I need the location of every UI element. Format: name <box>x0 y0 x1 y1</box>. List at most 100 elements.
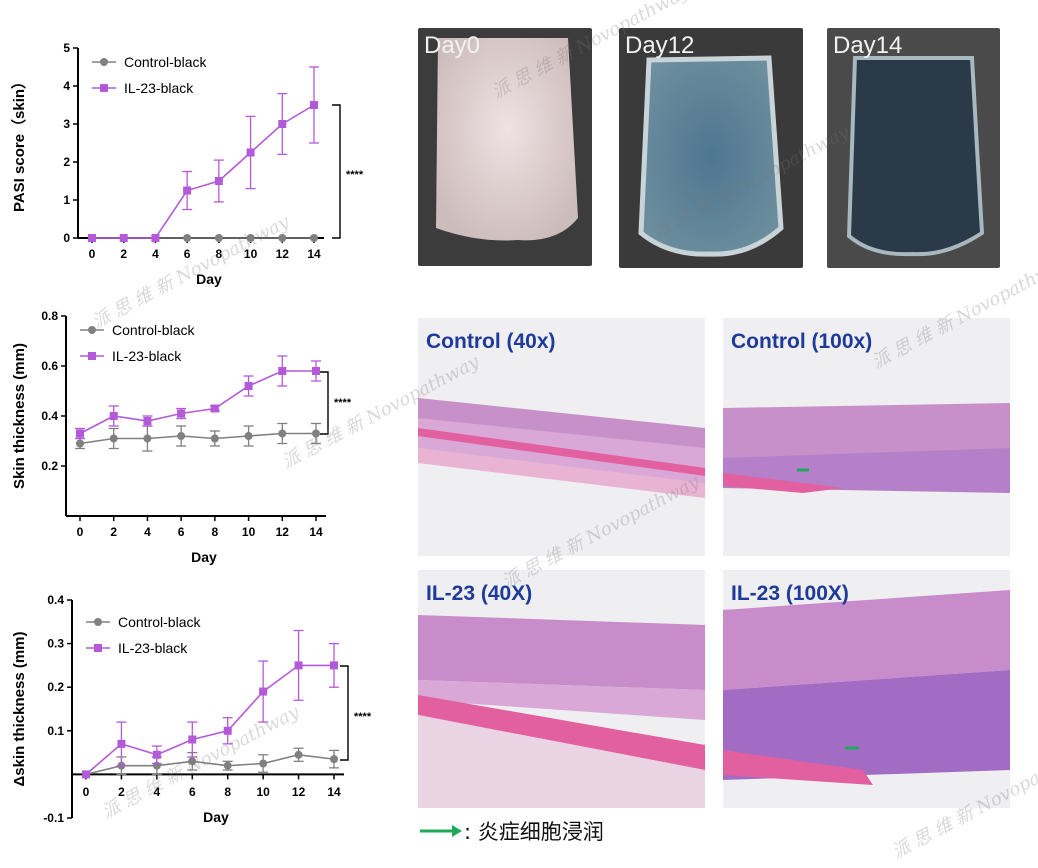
data-point <box>214 177 223 185</box>
data-point <box>143 417 152 425</box>
y-tick-label: 0.6 <box>41 359 58 373</box>
histology-control-40x: Control (40x) <box>418 318 705 556</box>
legend-label: Control-black <box>118 614 201 630</box>
y-axis-label: Skin thickness (mm) <box>11 343 28 489</box>
data-point <box>259 759 268 768</box>
x-axis-label: Day <box>203 809 229 825</box>
legend-label: Control-black <box>112 322 195 338</box>
y-tick-label: 0 <box>63 231 70 245</box>
x-axis-label: Day <box>196 271 222 287</box>
legend-marker <box>100 84 108 92</box>
y-axis-label: PASI score（skin） <box>10 74 28 212</box>
significance-label: **** <box>346 169 364 181</box>
data-point <box>188 735 197 744</box>
data-point <box>244 432 253 440</box>
data-point <box>88 234 96 242</box>
legend-label: IL-23-black <box>124 80 194 96</box>
data-point <box>119 234 128 242</box>
photo-day12: Day12 <box>619 28 803 268</box>
x-tick-label: 8 <box>216 247 223 261</box>
data-point <box>152 750 161 759</box>
x-tick-label: 12 <box>276 525 290 539</box>
data-point <box>223 761 232 770</box>
data-point <box>117 739 126 748</box>
series-line <box>85 753 335 776</box>
x-tick-label: 12 <box>276 247 290 261</box>
x-tick-label: 14 <box>307 247 321 261</box>
data-point <box>183 234 192 242</box>
tissue-section <box>723 590 1010 785</box>
x-tick-label: 10 <box>256 785 270 799</box>
x-tick-label: 8 <box>224 785 231 799</box>
x-tick-label: 2 <box>120 247 127 261</box>
histology-label: Control (100x) <box>731 330 873 353</box>
significance-bracket <box>340 665 349 761</box>
x-tick-label: 4 <box>144 525 151 539</box>
photo-label: Day12 <box>625 32 695 59</box>
data-point <box>259 687 268 696</box>
x-tick-label: 4 <box>152 247 159 261</box>
photo-day14: Day14 <box>827 28 1000 268</box>
legend-label: Control-black <box>124 54 207 70</box>
x-tick-label: 0 <box>89 247 96 261</box>
x-tick-label: 0 <box>83 785 90 799</box>
data-point <box>246 234 255 242</box>
x-tick-label: 14 <box>309 525 323 539</box>
data-point <box>188 757 197 766</box>
y-tick-label: 1 <box>63 193 70 207</box>
tissue-section <box>723 403 1010 493</box>
data-point <box>294 661 303 670</box>
photo-day0: Day0 <box>418 28 592 266</box>
x-tick-label: 2 <box>118 785 125 799</box>
legend-marker <box>94 644 102 652</box>
x-tick-label: 2 <box>110 525 117 539</box>
legend-label: IL-23-black <box>112 348 182 364</box>
x-tick-label: 8 <box>212 525 219 539</box>
data-point <box>294 750 303 759</box>
y-axis-label: Δskin thickness (mm) <box>11 632 28 787</box>
y-tick-label: 5 <box>63 41 70 55</box>
y-tick-label: 0.8 <box>41 309 58 323</box>
data-point <box>278 429 287 438</box>
data-point <box>183 186 192 195</box>
data-point <box>214 234 223 242</box>
arrow-legend-text: : 炎症细胞浸润 <box>464 820 604 844</box>
y-tick-label: 2 <box>63 155 70 169</box>
skin-patch-day12 <box>638 55 784 257</box>
legend-marker <box>88 352 96 360</box>
skin-thickness-chart: 0.2 0.4 0.6 0.8 0 2 4 6 8 10 12 14 Day Skin thickness… <box>11 309 352 565</box>
data-point <box>109 434 118 443</box>
y-tick-label: 3 <box>63 117 70 131</box>
y-tick-label: 0.3 <box>47 637 64 651</box>
histology-label: Control (40x) <box>426 330 556 353</box>
histology-label: IL-23 (100X) <box>731 582 849 605</box>
x-tick-label: 10 <box>242 525 256 539</box>
data-point <box>330 755 338 764</box>
x-tick-label: 0 <box>77 525 84 539</box>
data-point <box>210 434 219 443</box>
y-tick-label: 0.2 <box>41 459 58 473</box>
data-point <box>177 409 186 418</box>
data-point <box>76 429 84 438</box>
x-tick-label: 6 <box>178 525 185 539</box>
x-tick-label: 10 <box>244 247 258 261</box>
data-point <box>76 439 84 448</box>
x-tick-label: 6 <box>189 785 196 799</box>
legend-marker <box>88 326 96 334</box>
photo-label: Day0 <box>424 32 481 59</box>
y-tick-label: 0.4 <box>47 593 64 607</box>
data-point <box>312 367 320 375</box>
x-axis-label: Day <box>191 549 217 565</box>
histology-il23-100x: IL-23 (100X) <box>723 570 1010 808</box>
y-tick-label: 0.2 <box>47 680 64 694</box>
series-line <box>92 104 315 239</box>
x-tick-label: 12 <box>292 785 306 799</box>
skin-patch-day0 <box>436 38 578 241</box>
data-point <box>246 148 255 157</box>
data-point <box>223 726 232 735</box>
legend-marker <box>94 618 102 626</box>
series-line <box>79 370 316 435</box>
tissue-section <box>418 615 705 808</box>
histology-control-100x: Control (100x) <box>723 318 1010 556</box>
x-tick-label: 6 <box>184 247 191 261</box>
